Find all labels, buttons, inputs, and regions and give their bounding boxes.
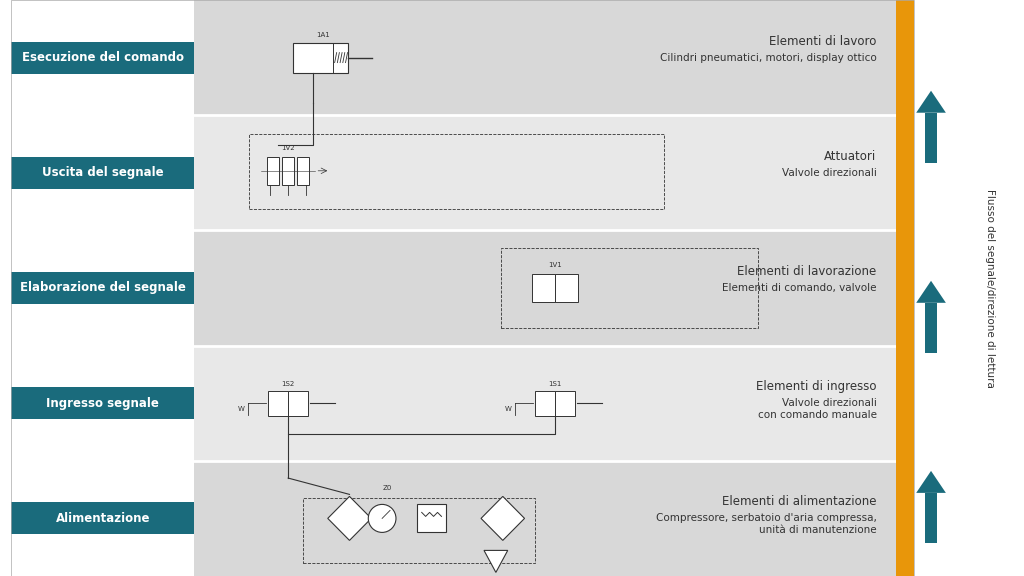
Text: Esecuzione del comando: Esecuzione del comando bbox=[22, 51, 183, 64]
Circle shape bbox=[369, 505, 396, 532]
Text: Ingresso segnale: Ingresso segnale bbox=[46, 397, 159, 410]
Bar bbox=[11, 387, 195, 419]
Text: Compressore, serbatoio d'aria compressa,
unità di manutenzione: Compressore, serbatoio d'aria compressa,… bbox=[655, 513, 877, 535]
Text: Elementi di lavorazione: Elementi di lavorazione bbox=[737, 265, 877, 278]
Bar bbox=[417, 505, 446, 532]
Text: Z0: Z0 bbox=[382, 486, 392, 491]
Bar bbox=[268, 391, 288, 416]
Text: 1V2: 1V2 bbox=[282, 145, 295, 151]
Bar bbox=[11, 0, 195, 115]
Text: Uscita del segnale: Uscita del segnale bbox=[42, 166, 164, 179]
Bar bbox=[925, 493, 937, 543]
Text: W: W bbox=[505, 406, 512, 412]
Text: W: W bbox=[238, 406, 245, 412]
Bar bbox=[195, 461, 896, 576]
Bar bbox=[293, 43, 347, 73]
Bar bbox=[195, 346, 896, 461]
Text: 1S2: 1S2 bbox=[282, 381, 295, 386]
Text: Valvole direzionali: Valvole direzionali bbox=[781, 168, 877, 178]
Bar bbox=[195, 115, 896, 230]
Bar bbox=[11, 272, 195, 304]
Bar bbox=[896, 0, 914, 576]
Text: Elementi di alimentazione: Elementi di alimentazione bbox=[722, 495, 877, 509]
Bar bbox=[288, 391, 308, 416]
Bar bbox=[535, 391, 555, 416]
Text: Attuatori: Attuatori bbox=[824, 150, 877, 163]
Text: Elementi di comando, valvole: Elementi di comando, valvole bbox=[722, 283, 877, 293]
Bar bbox=[195, 230, 896, 346]
Polygon shape bbox=[916, 471, 946, 493]
Text: 1A1: 1A1 bbox=[316, 32, 330, 37]
Bar bbox=[267, 157, 280, 185]
Text: 1S1: 1S1 bbox=[549, 381, 562, 386]
Text: Alimentazione: Alimentazione bbox=[55, 512, 150, 525]
Bar bbox=[303, 498, 536, 563]
Polygon shape bbox=[484, 551, 508, 573]
Bar bbox=[11, 115, 195, 230]
Text: Elaborazione del segnale: Elaborazione del segnale bbox=[19, 282, 185, 294]
Polygon shape bbox=[328, 497, 372, 540]
Text: Valvole direzionali
con comando manuale: Valvole direzionali con comando manuale bbox=[758, 398, 877, 420]
Text: Elementi di ingresso: Elementi di ingresso bbox=[756, 380, 877, 393]
Polygon shape bbox=[916, 90, 946, 113]
Bar bbox=[11, 41, 195, 74]
Text: 1V1: 1V1 bbox=[548, 262, 562, 268]
Text: Flusso del segnale/direzione di lettura: Flusso del segnale/direzione di lettura bbox=[985, 188, 995, 388]
Bar bbox=[249, 134, 664, 209]
Bar bbox=[555, 274, 579, 302]
Bar bbox=[11, 0, 914, 576]
Bar bbox=[11, 157, 195, 189]
Text: Elementi di lavoro: Elementi di lavoro bbox=[769, 35, 877, 48]
Text: Cilindri pneumatici, motori, display ottico: Cilindri pneumatici, motori, display ott… bbox=[659, 52, 877, 63]
Bar bbox=[11, 502, 195, 535]
Bar bbox=[555, 391, 575, 416]
Bar bbox=[925, 303, 937, 353]
Bar bbox=[925, 113, 937, 163]
Bar bbox=[195, 0, 896, 115]
Polygon shape bbox=[481, 497, 524, 540]
Bar bbox=[297, 157, 309, 185]
Polygon shape bbox=[916, 281, 946, 303]
Bar bbox=[531, 274, 555, 302]
Bar bbox=[11, 461, 195, 576]
Bar bbox=[11, 346, 195, 461]
Bar bbox=[11, 230, 195, 346]
Bar bbox=[282, 157, 294, 185]
Bar bbox=[501, 248, 758, 328]
